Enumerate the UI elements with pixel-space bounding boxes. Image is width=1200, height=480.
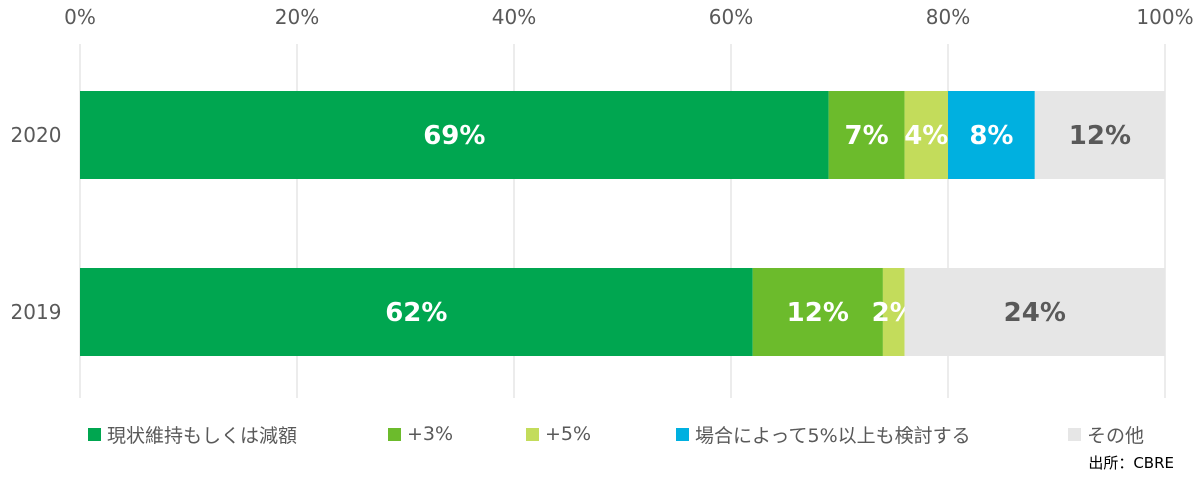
- x-tick-label: 0%: [64, 5, 96, 29]
- bar-segment: [1034, 91, 1165, 179]
- category-label: 2020: [11, 123, 62, 147]
- legend-label: +3%: [407, 423, 454, 445]
- bar-segment: [828, 91, 905, 179]
- x-tick-label: 40%: [492, 5, 536, 29]
- legend-label: +5%: [545, 423, 592, 445]
- legend-label: 現状維持もしくは減額: [107, 424, 298, 447]
- legend-swatch: [676, 427, 689, 441]
- bar-segment: [80, 268, 753, 356]
- legend-label: 場合によって5%以上も検討する: [695, 424, 971, 447]
- legend-swatch: [1068, 427, 1081, 441]
- data-label: 7%: [845, 121, 889, 151]
- bar-segment: [882, 268, 905, 356]
- legend-label: その他: [1087, 424, 1145, 447]
- legend-swatch: [388, 427, 401, 441]
- legend-item: +3%: [388, 420, 453, 448]
- x-axis-ticks: 0% 20% 40% 60% 80% 100%: [64, 5, 1193, 29]
- legend-item: 場合によって5%以上も検討する: [676, 420, 971, 448]
- bar-segment: [904, 268, 1165, 356]
- legend-item: 現状維持もしくは減額: [88, 420, 297, 448]
- source-note: 出所：CBRE: [1088, 454, 1174, 472]
- x-tick-label: 80%: [926, 5, 970, 29]
- bar-segment: [948, 91, 1035, 179]
- x-tick-label: 100%: [1136, 5, 1193, 29]
- bar-segment: [80, 91, 829, 179]
- data-label: 12%: [1069, 121, 1131, 151]
- data-label: 12%: [787, 298, 849, 328]
- bars: 69% 7% 4% 8% 12%62% 12% 2% 24%: [80, 91, 1165, 356]
- legend-swatch: [88, 427, 101, 441]
- legend-item: +5%: [526, 420, 591, 448]
- data-label: 8%: [969, 121, 1013, 151]
- data-label: 4%: [904, 121, 948, 151]
- legend-item: その他: [1068, 420, 1144, 448]
- data-label: 69%: [423, 121, 485, 151]
- bar-segment: [904, 91, 948, 179]
- legend-swatch: [526, 427, 539, 441]
- data-label: 24%: [1004, 298, 1066, 328]
- y-axis-categories: 2020 2019: [11, 123, 62, 324]
- x-tick-label: 60%: [709, 5, 753, 29]
- bar-segment: [752, 268, 883, 356]
- legend: 現状維持もしくは減額 +3% +5% 場合によって5%以上も検討する その他: [88, 420, 1178, 448]
- data-label: 62%: [385, 298, 447, 328]
- category-label: 2019: [11, 300, 62, 324]
- x-tick-label: 20%: [275, 5, 319, 29]
